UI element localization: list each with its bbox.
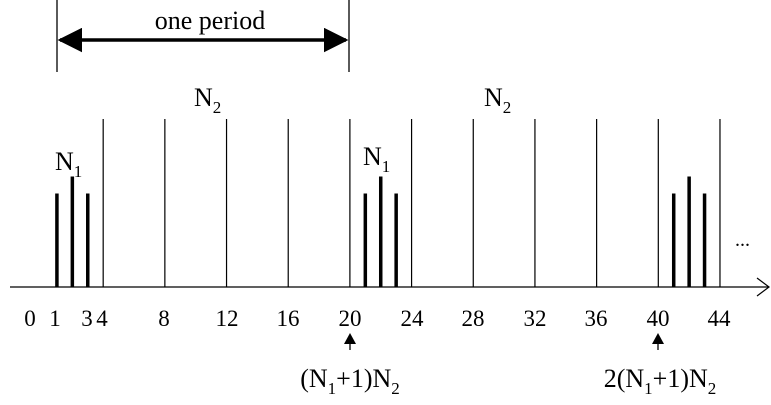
tick-label: 24 [401,306,425,331]
annotation-40: 2(N1+1)N2 [604,364,717,398]
tick-label: 8 [158,306,170,331]
annotation-arrow-20-head [344,333,356,344]
tick-label: 28 [462,306,485,331]
tick-label: 36 [585,306,608,331]
group-label-n1-first: N1 [55,147,82,181]
annotation-arrow-40-head [652,333,664,344]
tick-label: 4 [96,306,108,331]
segment-dividers [102,119,721,287]
continuation-ellipsis: ... [735,229,750,251]
tick-label: 40 [647,306,670,331]
tick-label: 3 [81,306,93,331]
pulse-groups [55,176,707,287]
tick-label: 1 [49,306,61,331]
period-label: one period [155,6,265,35]
tick-label: 20 [339,306,362,331]
segment-label-n2-second: N2 [484,83,511,117]
time-axis-arrowhead [756,277,770,297]
annotation-20: (N1+1)N2 [300,364,400,398]
group-label-n1-second: N1 [363,142,390,176]
tick-label: 16 [277,306,300,331]
tick-label: 44 [708,306,732,331]
tick-label: 32 [524,306,547,331]
tick-label: 12 [216,306,239,331]
segment-label-n2-first: N2 [194,83,221,117]
tick-label: 0 [24,306,36,331]
